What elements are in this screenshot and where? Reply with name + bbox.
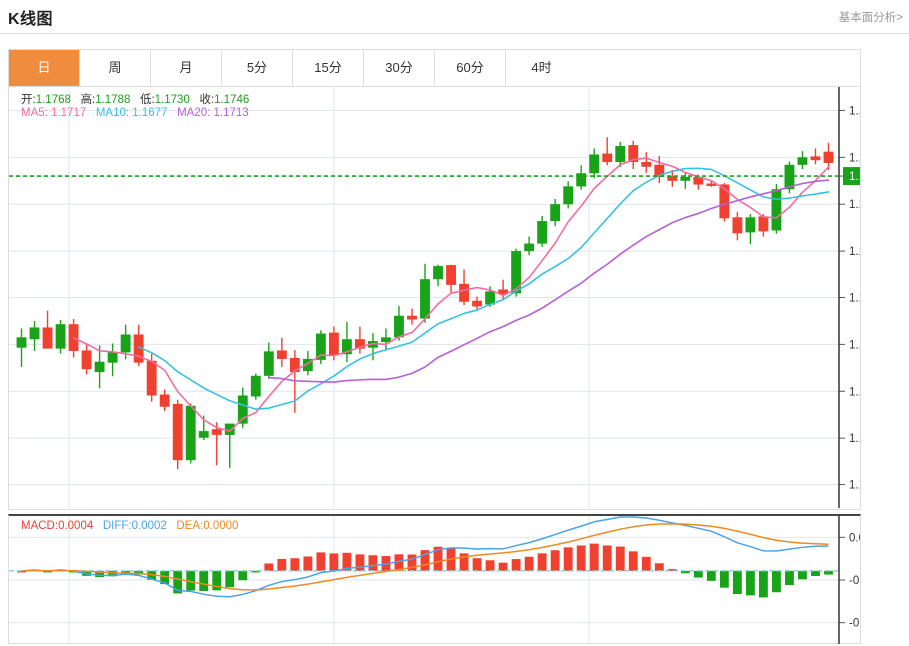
page-title: K线图	[8, 11, 54, 28]
svg-text:1.1857: 1.1857	[849, 105, 860, 117]
svg-text:-0.0018: -0.0018	[849, 575, 860, 587]
candlestick-chart-panel[interactable]: 开:1.1768 高:1.1788 低:1.1730 收:1.1746 MA5:…	[8, 87, 861, 510]
tab-0[interactable]: 日	[9, 50, 80, 86]
tab-1[interactable]: 周	[80, 50, 151, 86]
tab-4[interactable]: 15分	[293, 50, 364, 86]
page-header: K线图 基本面分析>	[0, 0, 909, 34]
svg-text:0.0066: 0.0066	[849, 532, 860, 544]
svg-text:1.1557: 1.1557	[849, 246, 860, 258]
timeframe-tabs: 日周月 5分 15分 30分 60分 4时	[8, 49, 861, 87]
svg-text:1.1158: 1.1158	[849, 433, 860, 445]
macd-svg: 0.0066 -0.0018 -0.0102	[9, 516, 860, 644]
svg-text:1.1657: 1.1657	[849, 199, 860, 211]
macd-chart-panel[interactable]: MACD:0.0004 DIFF:0.0002 DEA:0.0000 0.006…	[8, 514, 861, 644]
tab-5[interactable]: 30分	[364, 50, 435, 86]
svg-text:1.1757: 1.1757	[849, 152, 860, 164]
svg-text:-0.0102: -0.0102	[849, 618, 860, 630]
svg-text:1.1258: 1.1258	[849, 386, 860, 398]
tab-6[interactable]: 60分	[435, 50, 506, 86]
fundamental-analysis-link[interactable]: 基本面分析>	[838, 12, 903, 24]
candlestick-svg: 1.1857 1.1757 1.1717 1.1657 1.1557 1.1458 1.13…	[9, 87, 860, 508]
tab-3[interactable]: 5分	[222, 50, 293, 86]
svg-text:1.1458: 1.1458	[849, 293, 860, 305]
svg-text:1.1717: 1.1717	[849, 171, 860, 183]
svg-text:1.1059: 1.1059	[849, 480, 860, 492]
svg-text:1.1358: 1.1358	[849, 339, 860, 351]
tab-7[interactable]: 4时	[506, 50, 577, 86]
tab-2[interactable]: 月	[151, 50, 222, 86]
